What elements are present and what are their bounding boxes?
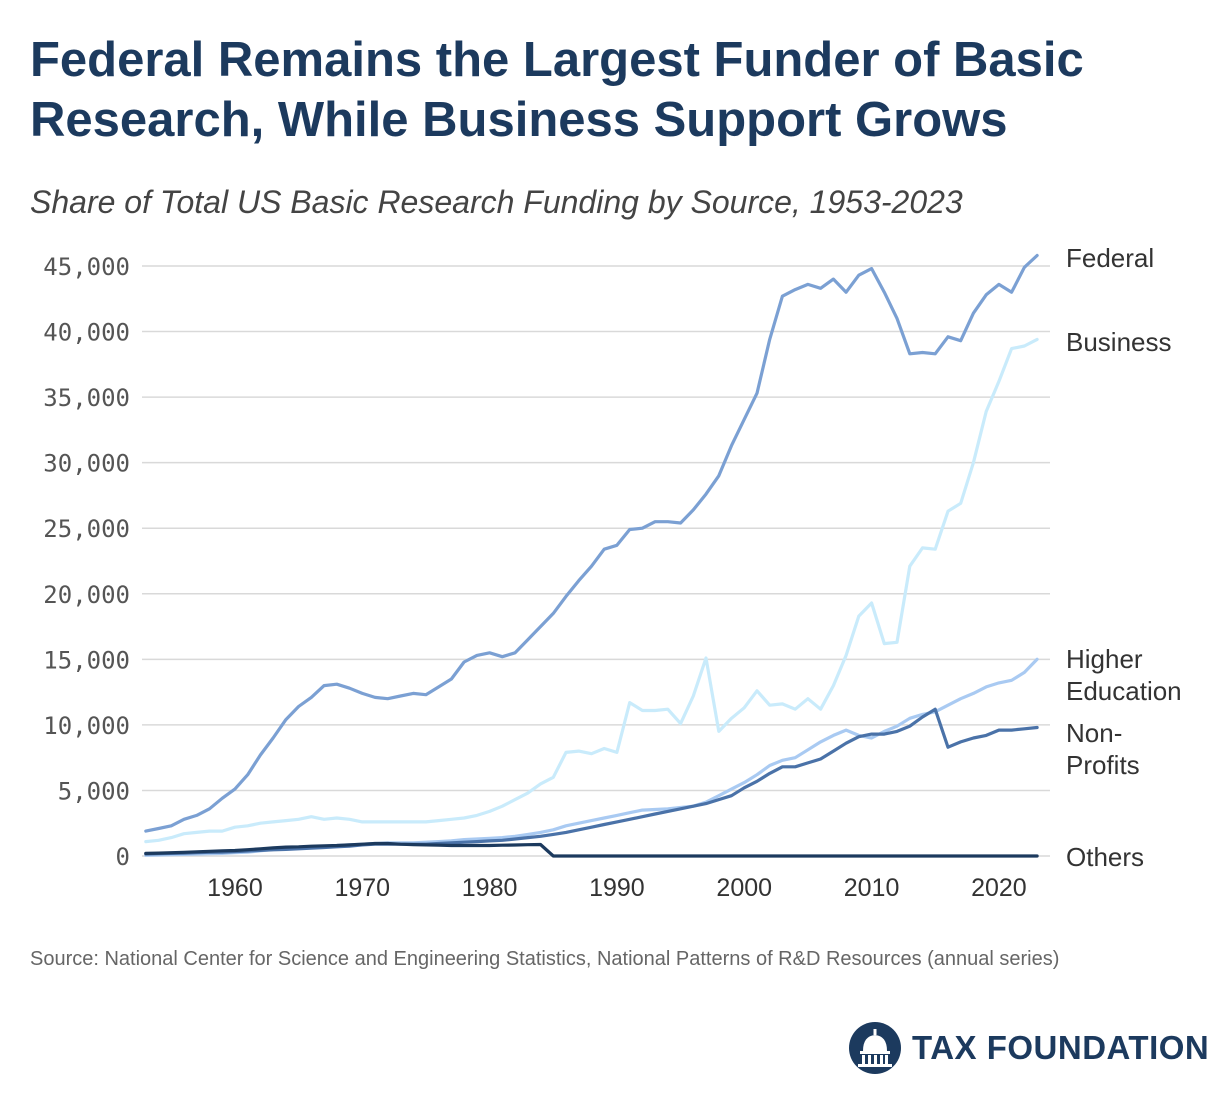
- y-tick-label: 35,000: [43, 384, 130, 412]
- grid-lines: [142, 265, 1050, 857]
- series-line-non_profits: [144, 707, 1039, 856]
- series-line-business: [144, 337, 1039, 844]
- series-label-federal: Federal: [1066, 243, 1154, 273]
- y-tick-label: 20,000: [43, 581, 130, 609]
- y-tick-label: 10,000: [43, 712, 130, 740]
- x-tick-label: 2010: [844, 874, 900, 902]
- series-label-business: Business: [1066, 327, 1172, 357]
- y-tick-label: 45,000: [43, 253, 130, 281]
- series-label-higher_education: Higher Education: [1066, 644, 1182, 706]
- y-tick-label: 30,000: [43, 450, 130, 478]
- line-chart: 0 5,000 10,000 15,000 20,000 25,000 30,000 35,0…: [43, 243, 1182, 902]
- x-tick-label: 1980: [462, 874, 518, 902]
- x-tick-label: 1960: [207, 874, 263, 902]
- y-axis-tick-labels: 0 5,000 10,000 15,000 20,000 25,000 30,000 35,0…: [43, 253, 130, 871]
- x-tick-label: 2020: [971, 874, 1027, 902]
- y-tick-label: 40,000: [43, 319, 130, 347]
- series-line-federal: [144, 253, 1039, 833]
- tax-foundation-logo[interactable]: TAX FOUNDATION: [848, 1018, 1209, 1078]
- series-label-others: Others: [1066, 842, 1144, 872]
- chart-subtitle: Share of Total US Basic Research Funding…: [30, 184, 963, 220]
- series-labels: Federal Business Higher Education Non-Profit…: [1066, 243, 1182, 872]
- y-tick-label: 25,000: [43, 515, 130, 543]
- source-note: Source: National Center for Science and …: [30, 948, 1060, 970]
- y-tick-label: 5,000: [58, 777, 130, 805]
- x-tick-label: 2000: [716, 874, 772, 902]
- chart-title: Federal Remains the Largest Funder of Ba…: [30, 33, 1084, 147]
- x-tick-label: 1970: [334, 874, 390, 902]
- series-lines: [144, 253, 1039, 858]
- logo-text: TAX FOUNDATION: [912, 1029, 1210, 1066]
- y-tick-label: 0: [116, 843, 130, 871]
- capitol-dome-icon: [849, 1022, 901, 1074]
- series-line-others: [144, 841, 1039, 858]
- series-label-non_profits: Non-Profits: [1066, 718, 1140, 780]
- x-axis-tick-labels: 1960 1970 1980 1990 2000 2010 2020: [207, 874, 1027, 902]
- x-tick-label: 1990: [589, 874, 645, 902]
- y-tick-label: 15,000: [43, 646, 130, 674]
